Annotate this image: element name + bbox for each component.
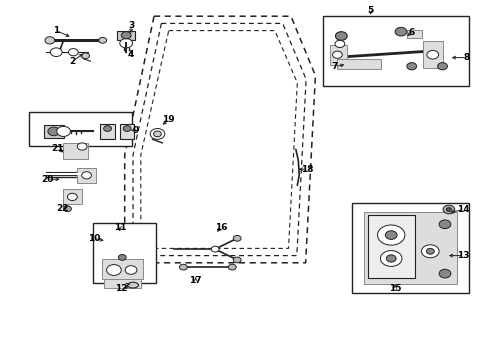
Text: 6: 6 — [408, 28, 414, 37]
Circle shape — [57, 126, 70, 136]
Circle shape — [394, 27, 406, 36]
Text: 8: 8 — [463, 53, 469, 62]
Circle shape — [106, 265, 121, 275]
Bar — [62, 143, 88, 159]
Text: 9: 9 — [132, 126, 139, 135]
Text: 11: 11 — [113, 223, 126, 232]
Circle shape — [334, 40, 344, 48]
Circle shape — [179, 264, 187, 270]
Circle shape — [123, 126, 131, 131]
Circle shape — [121, 32, 131, 39]
Text: 10: 10 — [87, 234, 100, 243]
Circle shape — [406, 63, 416, 70]
Text: 14: 14 — [456, 205, 469, 214]
Circle shape — [442, 205, 454, 214]
Circle shape — [332, 51, 342, 58]
Circle shape — [68, 49, 78, 56]
Text: 17: 17 — [189, 276, 202, 285]
Bar — [77, 168, 96, 183]
Circle shape — [125, 266, 137, 274]
Text: 18: 18 — [300, 165, 313, 174]
Bar — [367, 215, 414, 278]
Text: 2: 2 — [69, 57, 75, 66]
Circle shape — [45, 37, 55, 44]
Circle shape — [81, 172, 91, 179]
Circle shape — [103, 126, 111, 131]
Circle shape — [118, 255, 126, 260]
Circle shape — [99, 37, 106, 43]
Circle shape — [50, 48, 62, 57]
Text: 3: 3 — [128, 21, 134, 30]
Circle shape — [438, 269, 450, 278]
Circle shape — [77, 143, 87, 150]
Text: 20: 20 — [41, 175, 54, 184]
Circle shape — [233, 257, 241, 263]
Circle shape — [233, 235, 241, 241]
Text: 7: 7 — [331, 62, 338, 71]
Text: 16: 16 — [214, 223, 227, 232]
Bar — [337, 59, 381, 69]
Circle shape — [120, 39, 132, 48]
Text: 15: 15 — [388, 284, 401, 293]
Bar — [351, 203, 468, 293]
Bar — [102, 259, 143, 279]
Circle shape — [377, 225, 404, 245]
Text: 21: 21 — [51, 144, 64, 153]
Ellipse shape — [127, 282, 138, 288]
Circle shape — [438, 220, 450, 229]
Circle shape — [211, 246, 219, 252]
Bar — [364, 212, 456, 284]
Text: 22: 22 — [56, 204, 69, 213]
Circle shape — [335, 32, 346, 40]
Bar — [117, 31, 135, 40]
Bar — [44, 125, 63, 138]
Circle shape — [421, 245, 438, 258]
Circle shape — [153, 131, 161, 137]
Text: 19: 19 — [162, 115, 175, 124]
Bar — [29, 112, 132, 146]
Circle shape — [63, 206, 71, 212]
Text: 5: 5 — [367, 6, 373, 15]
Bar — [120, 124, 134, 139]
Bar — [422, 41, 442, 68]
Circle shape — [48, 127, 60, 136]
Bar — [104, 279, 141, 288]
Text: 13: 13 — [456, 251, 469, 260]
Circle shape — [446, 208, 450, 211]
Bar — [100, 124, 115, 139]
Circle shape — [426, 248, 433, 254]
Circle shape — [385, 231, 396, 239]
Circle shape — [426, 50, 438, 59]
Bar — [406, 30, 421, 38]
Bar — [93, 223, 156, 283]
Bar — [62, 189, 82, 204]
Circle shape — [67, 193, 77, 201]
Text: 1: 1 — [53, 26, 59, 35]
Circle shape — [380, 251, 401, 266]
Circle shape — [150, 129, 164, 139]
Text: 12: 12 — [115, 284, 127, 293]
Text: 4: 4 — [127, 50, 134, 59]
Circle shape — [437, 63, 447, 70]
Circle shape — [81, 53, 89, 59]
Circle shape — [386, 255, 395, 262]
Bar — [322, 16, 468, 86]
Bar — [329, 45, 346, 65]
Circle shape — [228, 264, 236, 270]
